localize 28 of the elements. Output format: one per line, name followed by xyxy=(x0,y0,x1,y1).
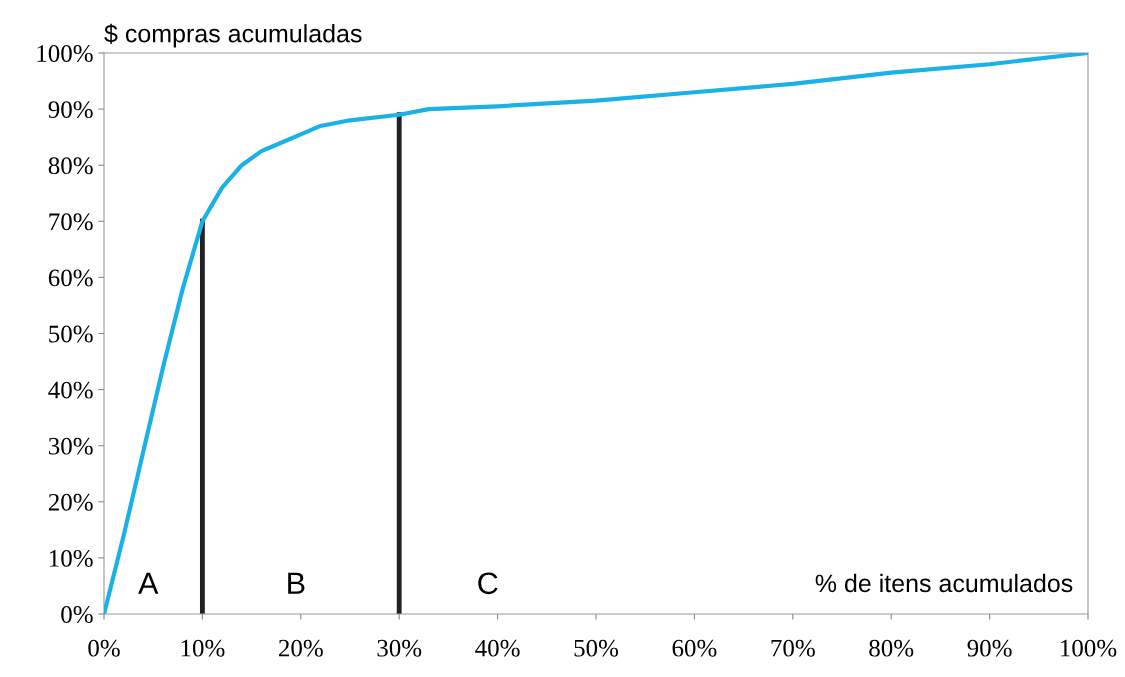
x-tick-label: 40% xyxy=(475,639,520,657)
annotation: B xyxy=(288,572,305,594)
y-tick-label: 50% xyxy=(49,325,93,343)
x-tick-label: 80% xyxy=(869,639,914,657)
x-tick-label: 30% xyxy=(377,639,422,657)
y-tick-label: 40% xyxy=(48,381,93,399)
line-series xyxy=(104,53,1088,614)
x-tick-label: 20% xyxy=(278,639,323,657)
x-tick-label: 100% xyxy=(1061,639,1117,657)
x-tick-label: 90% xyxy=(967,639,1012,657)
annotation: A xyxy=(138,572,159,594)
y-tick-label: 10% xyxy=(49,549,93,567)
y-tick-label: 70% xyxy=(49,213,93,231)
x-tick-label: 50% xyxy=(574,639,619,657)
y-tick-label: 0% xyxy=(61,606,93,623)
x-tick-label: 10% xyxy=(181,639,225,657)
annotation: C xyxy=(478,572,498,595)
y-tick-label: 90% xyxy=(48,101,93,119)
y-tick-label: 80% xyxy=(48,157,93,175)
y-tick-label: 20% xyxy=(48,493,93,511)
x-tick-label: 70% xyxy=(771,639,815,657)
x-tick-label: 0% xyxy=(88,639,120,657)
x-tick-label: 60% xyxy=(672,639,717,657)
y-tick-label: 100% xyxy=(37,45,93,62)
y-tick-label: 60% xyxy=(48,269,93,287)
y-axis-title: $ compras acumuladas xyxy=(104,23,362,48)
y-tick-label: 30% xyxy=(48,437,93,455)
x-axis-title: % de itens acumulados xyxy=(815,573,1073,593)
